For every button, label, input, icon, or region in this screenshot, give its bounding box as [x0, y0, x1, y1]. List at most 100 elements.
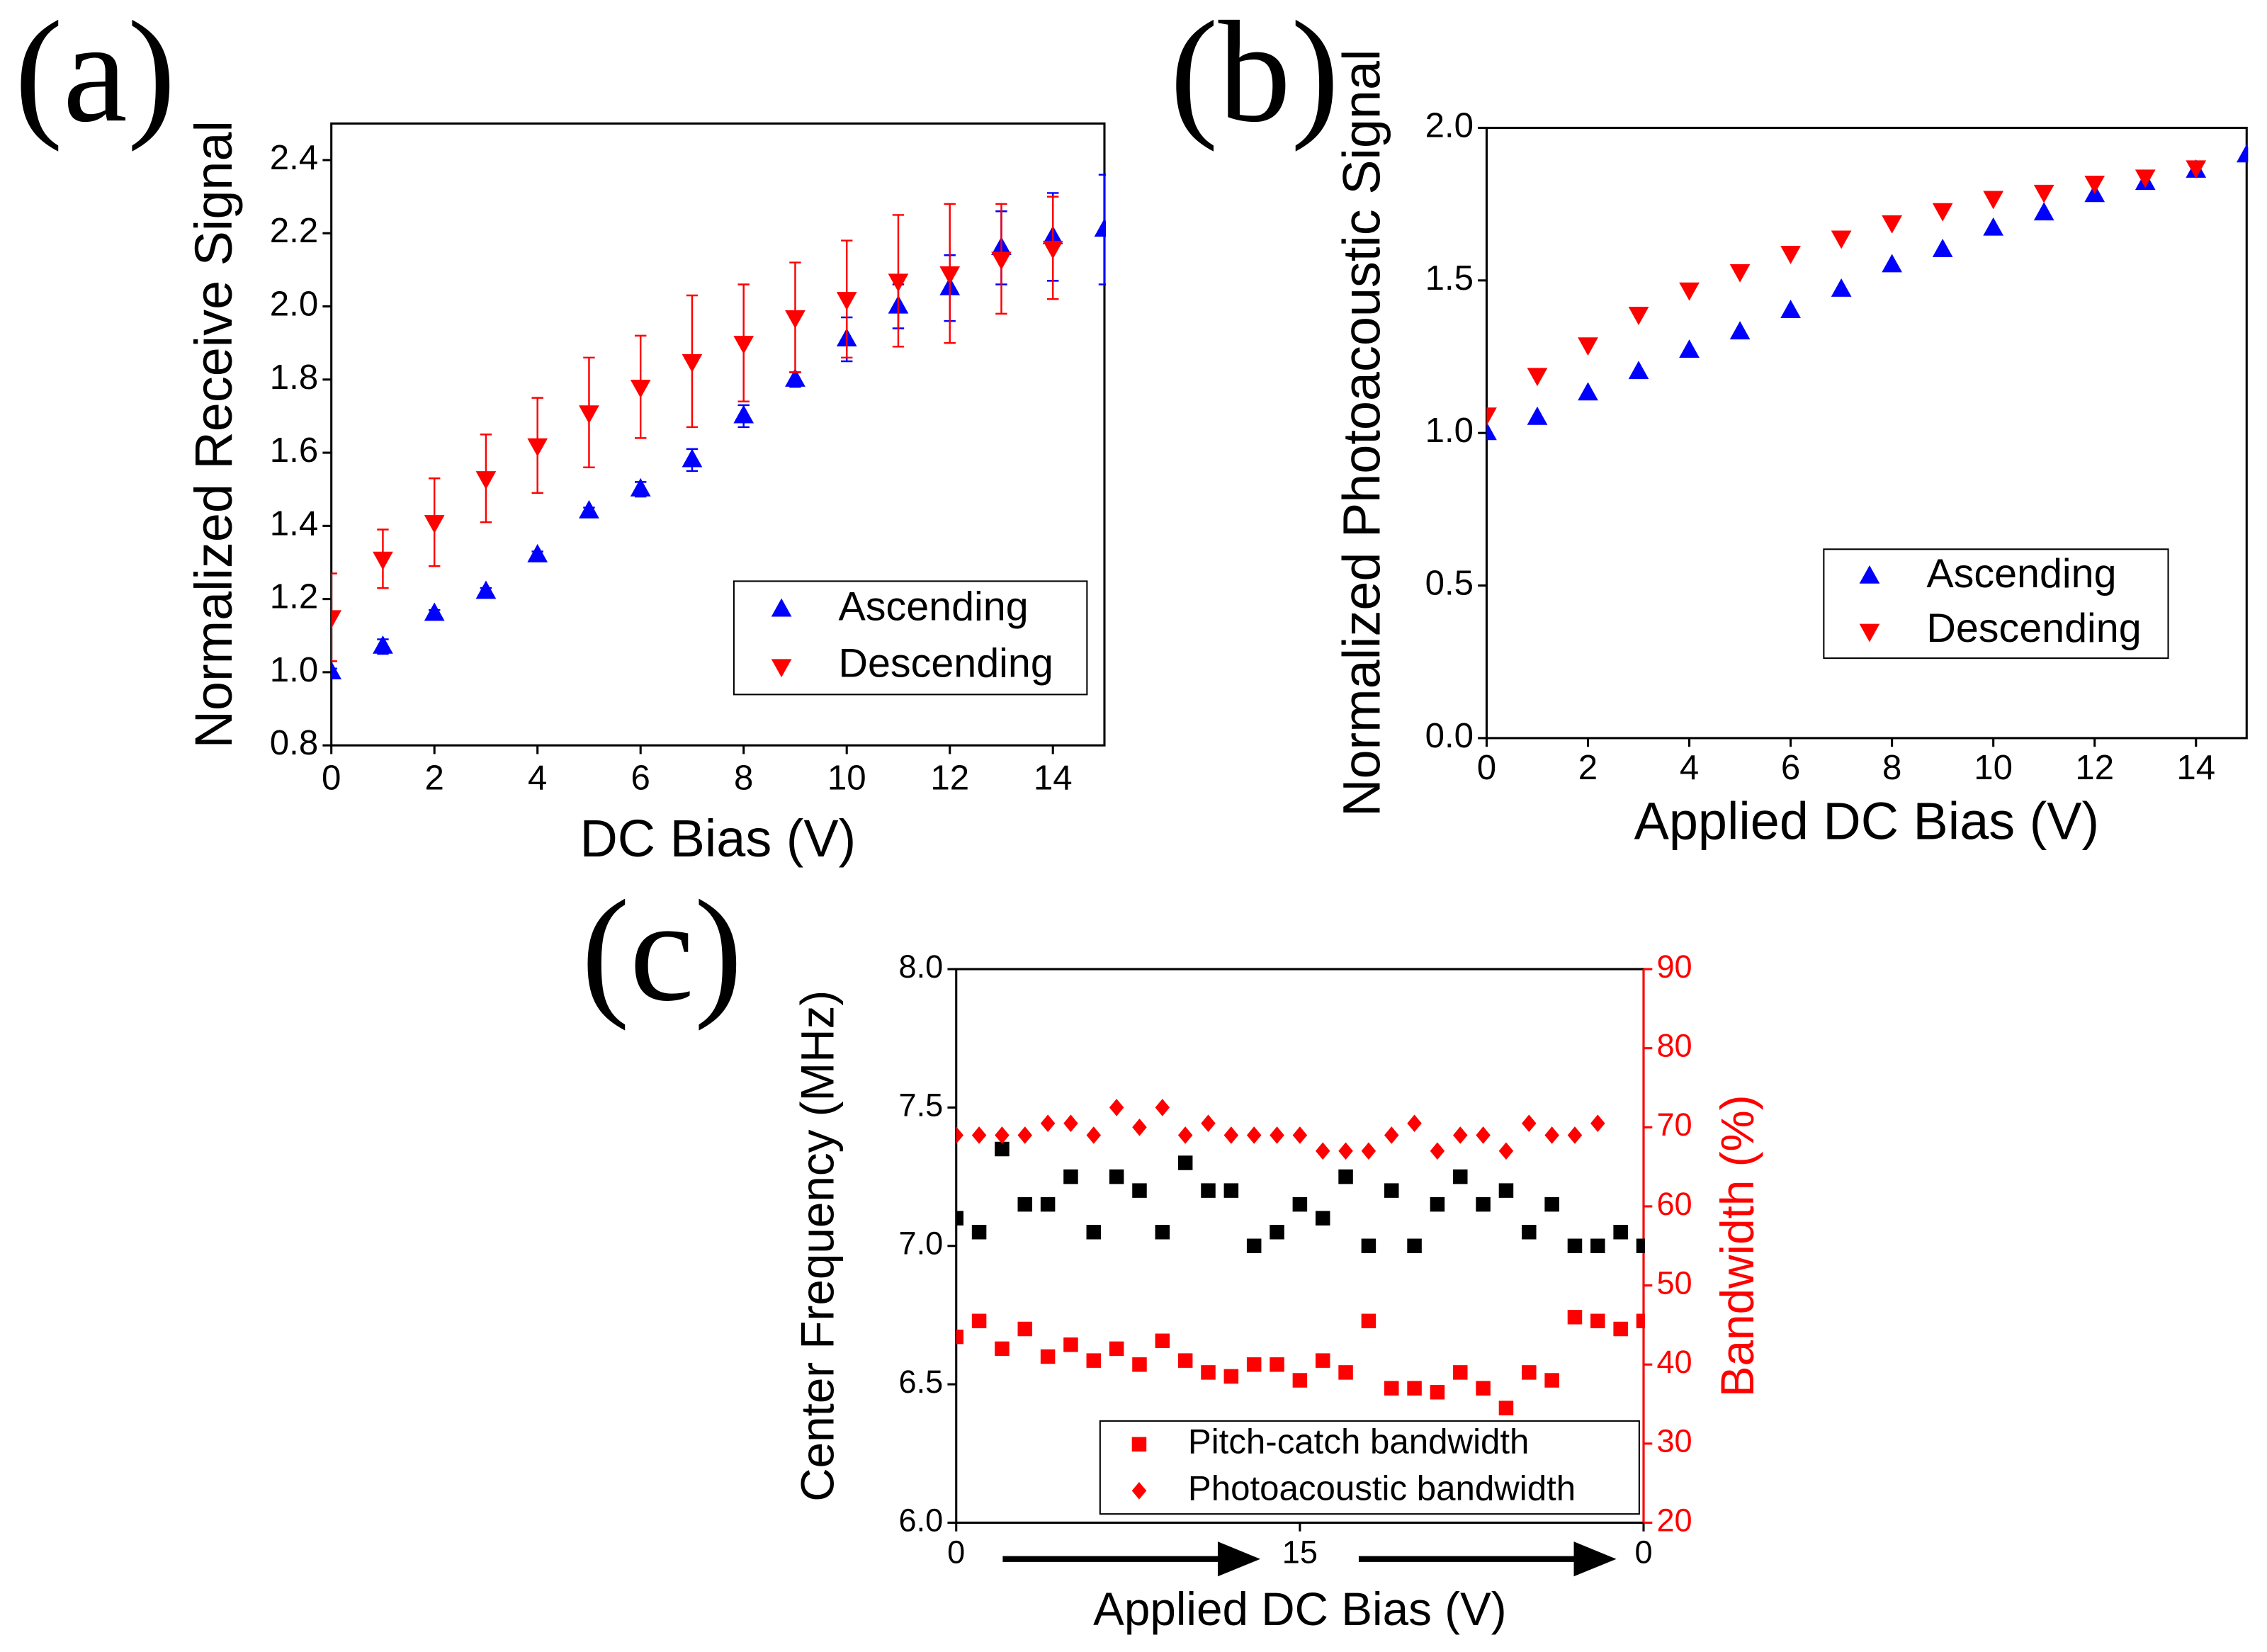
- marker: [475, 580, 497, 599]
- marker: [1578, 337, 1598, 356]
- marker: [1384, 1126, 1399, 1144]
- marker: [1132, 1183, 1147, 1198]
- marker: [1270, 1224, 1284, 1240]
- marker: [1338, 1169, 1353, 1184]
- y-tick-label: 1.0: [1425, 411, 1474, 450]
- y-axis-label: Normalized Receive Signal: [184, 120, 243, 748]
- y-tick-label: 1.6: [270, 431, 318, 470]
- marker: [1132, 1357, 1147, 1372]
- y-axis-label: Center Frequency (MHz): [791, 990, 843, 1502]
- marker: [527, 543, 548, 562]
- x-tick-label: 10: [1974, 748, 2013, 787]
- y2-tick-label: 90: [1656, 949, 1692, 985]
- legend-box: [1099, 1420, 1640, 1515]
- y2-tick-label: 80: [1656, 1028, 1692, 1064]
- y-tick-label: 0.0: [1425, 716, 1474, 755]
- marker: [1486, 422, 1497, 441]
- y-tick-label: 1.8: [270, 358, 318, 397]
- y-tick-label: 0.5: [1425, 564, 1474, 603]
- marker: [1527, 368, 1548, 387]
- panel-label: (a): [15, 0, 176, 152]
- marker: [2033, 202, 2054, 221]
- panel-label: (b): [1170, 0, 1339, 152]
- marker: [1094, 218, 1107, 237]
- marker: [1155, 1099, 1170, 1116]
- marker: [1780, 246, 1801, 264]
- arrow-head: [1573, 1541, 1617, 1577]
- marker: [1882, 254, 1902, 273]
- marker: [630, 477, 651, 497]
- series-group: [956, 1099, 1646, 1415]
- marker: [1155, 1224, 1170, 1240]
- y-tick-label: 1.4: [270, 504, 318, 543]
- marker: [1407, 1238, 1422, 1253]
- marker: [1338, 1142, 1353, 1160]
- marker: [971, 1126, 987, 1144]
- marker: [1361, 1238, 1376, 1253]
- marker: [733, 404, 754, 424]
- y2-tick-label: 70: [1656, 1107, 1692, 1143]
- marker: [1567, 1238, 1583, 1253]
- marker: [1109, 1341, 1124, 1357]
- marker: [1086, 1126, 1102, 1144]
- marker: [1040, 1349, 1056, 1364]
- marker: [1017, 1196, 1033, 1212]
- marker: [1522, 1114, 1537, 1133]
- marker: [1361, 1313, 1376, 1329]
- marker: [2135, 169, 2156, 188]
- legend-label: Ascending: [839, 584, 1029, 630]
- marker: [888, 273, 909, 293]
- marker: [1476, 1381, 1491, 1396]
- legend-box: [1823, 548, 2169, 660]
- marker: [956, 1126, 963, 1144]
- marker: [1384, 1183, 1399, 1198]
- x-tick-label: 12: [930, 758, 969, 797]
- marker: [1201, 1365, 1216, 1380]
- marker: [630, 380, 651, 398]
- marker: [1246, 1357, 1262, 1372]
- marker: [527, 438, 548, 457]
- marker: [995, 1141, 1010, 1157]
- marker: [1246, 1238, 1262, 1253]
- legend-label: Photoacoustic bandwidth: [1188, 1469, 1576, 1507]
- marker: [682, 448, 703, 468]
- x-tick-label: 12: [2075, 748, 2114, 787]
- marker: [1407, 1381, 1422, 1396]
- series-group: [331, 174, 1107, 679]
- marker: [1040, 1114, 1056, 1133]
- x-tick-label: 2: [425, 758, 444, 797]
- marker: [956, 1211, 963, 1226]
- x-tick-label: 4: [1680, 748, 1699, 787]
- marker: [1498, 1142, 1514, 1160]
- marker: [1729, 321, 1751, 340]
- y-tick-label: 2.4: [270, 138, 318, 177]
- y-tick-label: 2.0: [270, 285, 318, 324]
- marker: [1177, 1353, 1193, 1368]
- marker: [1453, 1169, 1468, 1184]
- x-tick-label: 15: [1282, 1534, 1318, 1571]
- legend-marker: [771, 598, 792, 617]
- legend-marker: [1859, 565, 1880, 584]
- y-tick-label: 0.8: [270, 723, 318, 762]
- marker: [2186, 160, 2207, 179]
- marker: [1729, 264, 1751, 283]
- marker: [991, 251, 1012, 271]
- marker: [1109, 1099, 1124, 1116]
- marker: [995, 1341, 1010, 1357]
- marker: [1017, 1126, 1033, 1144]
- marker: [1628, 307, 1649, 326]
- marker: [1476, 1126, 1491, 1144]
- marker: [1882, 215, 1902, 234]
- x-axis-label: DC Bias (V): [580, 809, 856, 868]
- y-tick-label: 7.0: [899, 1226, 944, 1262]
- marker: [1292, 1196, 1308, 1212]
- y2-tick-label: 40: [1656, 1344, 1692, 1380]
- marker: [1177, 1155, 1193, 1170]
- marker: [331, 661, 342, 679]
- legend-label: Ascending: [1926, 551, 2116, 596]
- marker: [1430, 1385, 1445, 1400]
- series-group: [1486, 144, 2249, 441]
- marker: [1042, 240, 1063, 259]
- marker: [1109, 1169, 1124, 1184]
- marker: [1983, 191, 2004, 210]
